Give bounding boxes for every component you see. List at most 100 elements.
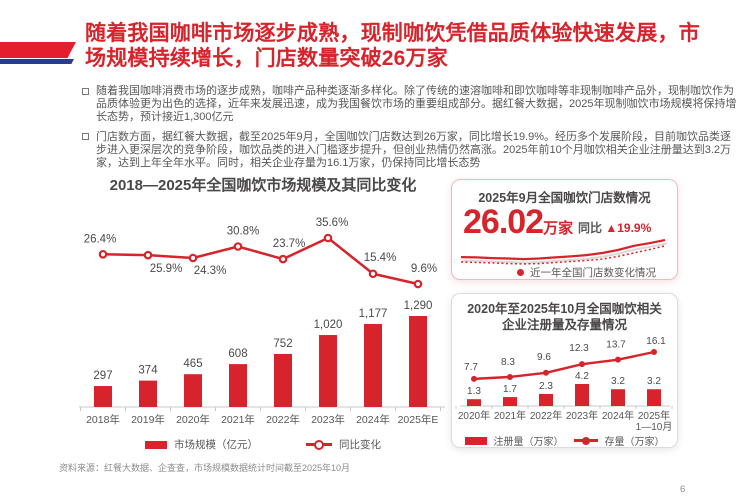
- yoy-value: 19.9%: [617, 221, 652, 235]
- bar-value-label: 297: [93, 370, 112, 382]
- line-value-label: 23.7%: [273, 238, 306, 250]
- line-point: [471, 375, 477, 382]
- line-point: [413, 279, 423, 289]
- bullet-item: 门店数方面，据红餐大数据，截至2025年9月，全国咖饮门店数达到26万家，同比增…: [82, 131, 740, 170]
- line-point: [507, 373, 513, 380]
- bar: [364, 323, 382, 407]
- legend-dot-icon: [517, 269, 524, 276]
- category-label: 2023年: [311, 413, 345, 426]
- line-value-label: 24.3%: [194, 265, 227, 277]
- title-line-1: 2020年至2025年10月全国咖饮相关: [467, 302, 662, 316]
- market-chart-legend: 市场规模（亿元） 同比变化: [73, 437, 453, 452]
- registration-chart-legend: 注册量（万家） 存量（万家）: [452, 433, 677, 448]
- bar-value-label: 3.2: [611, 376, 625, 387]
- bar-value-label: 1.7: [503, 384, 517, 395]
- bar: [467, 399, 481, 406]
- line-value-label: 35.6%: [316, 217, 349, 229]
- category-label: 2025年 1—10月: [636, 409, 673, 433]
- store-count-kpi: 26.02万家: [463, 204, 573, 240]
- line-point: [368, 269, 378, 279]
- category-label: 2022年: [266, 413, 300, 426]
- bullet-square-icon: [82, 133, 89, 141]
- bar-value-label: 2.3: [539, 381, 553, 392]
- bar-value-label: 465: [183, 358, 202, 370]
- category-label: 2019年: [131, 413, 165, 426]
- category-label: 2024年: [602, 409, 634, 422]
- legend-item-stock: 存量（万家）: [573, 433, 665, 448]
- line-value-label: 7.7: [464, 362, 478, 373]
- bar-value-label: 1,020: [314, 319, 343, 331]
- bar-swatch-icon: [464, 436, 487, 445]
- store-trend-mini-chart-svg: [460, 239, 667, 265]
- legend-item-registrations: 注册量（万家）: [464, 433, 564, 448]
- category-label: 2021年: [221, 413, 255, 426]
- legend-label: 注册量（万家）: [493, 437, 564, 448]
- yoy-badge: 同比 ▲19.9%: [578, 219, 651, 236]
- bullet-text: 门店数方面，据红餐大数据，截至2025年9月，全国咖饮门店数达到26万家，同比增…: [96, 130, 732, 169]
- bar-swatch-icon: [145, 440, 167, 449]
- bar-value-label: 1.3: [467, 386, 481, 397]
- trend-line-solid: [460, 239, 666, 261]
- summary-bullets: 随着我国咖啡消费市场的逐步成熟，咖啡产品种类逐渐多样化。除了传统的速溶咖啡和即饮…: [82, 85, 740, 177]
- line-point: [188, 253, 198, 263]
- line-value-label: 25.9%: [150, 263, 183, 275]
- up-arrow-icon: ▲: [605, 221, 618, 235]
- store-count-panel: 2025年9月全国咖饮门店数情况 26.02万家 同比 ▲19.9% 近一年全国…: [451, 179, 678, 280]
- bar: [319, 335, 337, 407]
- bar-value-label: 608: [228, 348, 247, 360]
- line-value-label: 15.4%: [364, 252, 397, 264]
- line-value-label: 26.4%: [84, 233, 117, 245]
- bullet-square-icon: [82, 87, 89, 95]
- bullet-text: 随着我国咖啡消费市场的逐步成熟，咖啡产品种类逐渐多样化。除了传统的速溶咖啡和即饮…: [96, 85, 737, 123]
- market-chart-title: 2018—2025年全国咖饮市场规模及其同比变化: [109, 177, 417, 194]
- bullet-item: 随着我国咖啡消费市场的逐步成熟，咖啡产品种类逐渐多样化。除了传统的速溶咖啡和即饮…: [82, 85, 740, 124]
- line-value-label: 16.1: [646, 336, 666, 347]
- line-value-label: 13.7: [606, 340, 626, 351]
- registration-panel: 2020年至2025年10月全国咖饮相关 企业注册量及存量情况 1.3 2020年…: [451, 293, 678, 448]
- title-line-2: 企业注册量及存量情况: [501, 318, 627, 332]
- bar: [139, 380, 157, 407]
- bar: [94, 386, 112, 407]
- trend-line-shadow: [462, 242, 667, 264]
- bar: [274, 353, 292, 407]
- legend-label: 同比变化: [339, 439, 381, 451]
- line-point: [323, 233, 333, 243]
- line-point: [143, 250, 153, 260]
- line-point: [278, 254, 288, 264]
- line-point: [233, 242, 243, 251]
- bar: [409, 316, 427, 407]
- bar: [229, 364, 247, 407]
- line-point: [98, 249, 108, 259]
- line-value-label: 9.6: [537, 352, 551, 363]
- line-value-label: 8.3: [501, 357, 515, 368]
- bar: [539, 393, 553, 406]
- mini-chart-caption: 近一年全国门店数变化情况: [452, 265, 677, 280]
- category-label: 2025年E: [398, 413, 439, 426]
- registration-panel-title: 2020年至2025年10月全国咖饮相关 企业注册量及存量情况: [452, 301, 677, 333]
- category-label: 2023年: [566, 409, 598, 422]
- bar: [575, 384, 589, 406]
- legend-label: 市场规模（亿元）: [174, 439, 258, 451]
- market-chart-svg: 297 2018年 374 2019年 465 2020年 608 2021年 752 2022年…: [79, 217, 445, 426]
- line-dot-swatch-icon: [573, 439, 598, 442]
- bar-value-label: 3.2: [647, 376, 661, 387]
- header-accent-red-shape: [0, 42, 77, 58]
- bar-value-label: 752: [273, 338, 292, 350]
- kpi-unit: 万家: [543, 220, 574, 237]
- bar: [184, 374, 202, 407]
- category-label: 2022年: [530, 409, 562, 422]
- registration-chart-svg: 1.3 2020年 1.7 2021年 2.3 2022年 4.2 2023年 3.2 2024年…: [455, 336, 673, 433]
- bar: [503, 397, 517, 406]
- legend-item-market-size: 市场规模（亿元）: [145, 437, 258, 452]
- category-label: 2020年: [458, 409, 490, 422]
- bar-value-label: 374: [138, 365, 158, 377]
- line-value-label: 30.8%: [227, 225, 260, 237]
- source-note: 资料来源：红餐大数据、企查查，市场规模数据统计时间截至2025年10月: [59, 463, 351, 473]
- bar-value-label: 4.2: [575, 371, 589, 382]
- line-value-label: 12.3: [569, 343, 589, 354]
- bar-value-label: 1,290: [404, 300, 433, 312]
- yoy-line: [102, 236, 419, 286]
- category-label: 2018年: [86, 413, 120, 426]
- bar: [611, 389, 625, 406]
